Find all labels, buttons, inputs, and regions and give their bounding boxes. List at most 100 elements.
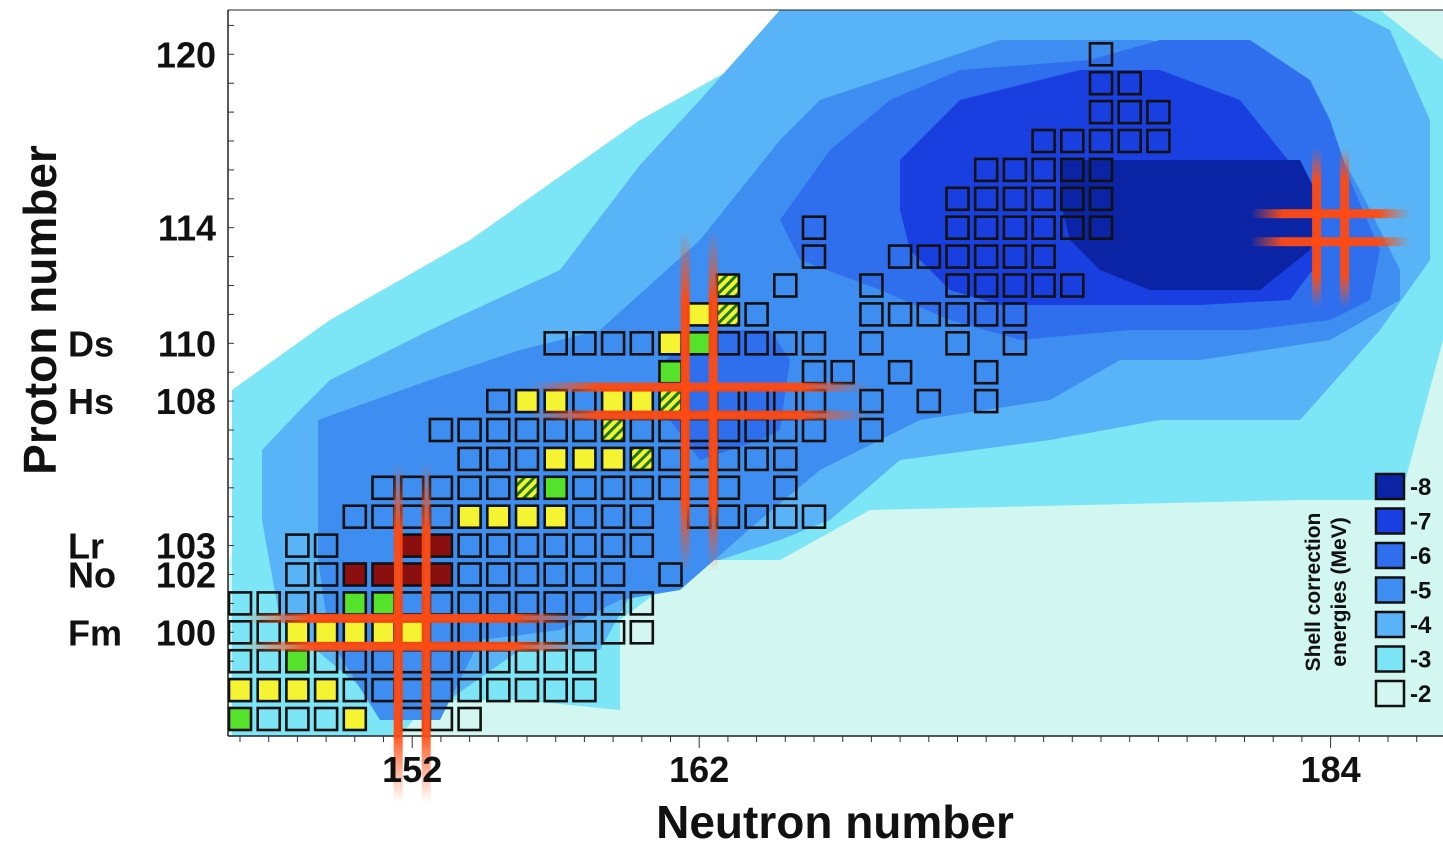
shell-gap-line-vertical [680, 231, 690, 572]
nucleus-square-plain [600, 619, 626, 645]
nucleus-square-plain [1060, 186, 1085, 212]
shell-gap-line-vertical [393, 462, 403, 803]
nucleus-square-plain [572, 562, 597, 587]
shell-gap-line-vertical [421, 462, 431, 803]
nucleus-square-plain [313, 562, 339, 587]
nucleus-square-yellow [256, 677, 282, 703]
shell-gap-markers [242, 147, 1411, 803]
nucleus-square-plain [1031, 273, 1056, 298]
nucleus-square-plain [945, 244, 970, 269]
nucleus-square-yellow [457, 504, 482, 530]
nucleus-square-plain [457, 677, 482, 703]
nucleus-square-plain [514, 533, 540, 558]
nucleus-square-yellow [514, 388, 540, 414]
nucleus-square-yellow [342, 619, 368, 645]
nucleus-square-plain [485, 677, 511, 703]
nucleus-square-plain [1088, 186, 1114, 212]
nucleus-square-plain [1088, 157, 1114, 183]
nucleus-square-hatched [658, 388, 683, 414]
nucleus-square-plain [772, 330, 798, 356]
nucleus-square-plain [916, 388, 942, 414]
nucleus-square-plain [859, 302, 884, 327]
nucleus-square-plain [1002, 157, 1028, 183]
nucleus-square-plain [514, 677, 540, 703]
nucleus-square-plain [1117, 70, 1142, 96]
nucleus-square-plain [1031, 186, 1056, 212]
nucleus-square-plain [973, 273, 999, 298]
nucleus-square-plain [342, 504, 368, 530]
y-tick-label: 103 [156, 526, 216, 567]
nucleus-square-plain [1031, 215, 1056, 240]
legend-swatch [1374, 541, 1406, 570]
shell-gap-cross [1250, 147, 1411, 308]
nucleus-square-plain [744, 330, 769, 356]
nucleus-square-plain [1117, 128, 1142, 154]
nucleus-square-plain [572, 533, 597, 558]
nucleus-square-plain [313, 533, 339, 558]
nucleus-square-plain [1002, 302, 1028, 327]
nucleus-square-darkred [371, 562, 396, 587]
x-tick-label: 152 [382, 749, 442, 790]
nucleus-square-plain [973, 215, 999, 240]
nucleus-square-plain [1002, 273, 1028, 298]
nucleus-square-plain [973, 244, 999, 269]
nucleus-square-plain [629, 504, 655, 530]
nucleus-square-plain [772, 504, 798, 530]
nucleus-square-plain [772, 475, 798, 501]
nucleus-square-plain [572, 591, 597, 616]
legend-label: -4 [1410, 612, 1432, 639]
nucleus-square-plain [887, 244, 913, 269]
nucleus-square-green [658, 359, 683, 385]
nucleus-square-plain [916, 244, 942, 269]
shell-gap-line-horizontal [1250, 237, 1411, 247]
nucleus-square-plain [1060, 273, 1085, 298]
nucleus-square-darkred [428, 562, 454, 587]
y-tick-label: 108 [156, 381, 216, 422]
nucleus-square-plain [629, 475, 655, 501]
nucleus-square-plain [256, 706, 282, 732]
nucleus-square-plain [457, 533, 482, 558]
nucleus-square-plain [1031, 244, 1056, 269]
nucleus-square-plain [313, 706, 339, 732]
nucleus-square-plain [1031, 128, 1056, 154]
y-axis-title: Proton number [14, 145, 66, 475]
nucleus-square-yellow [600, 388, 626, 414]
nucleus-square-yellow [629, 388, 655, 414]
nucleus-square-plain [1002, 215, 1028, 240]
contour-level--8 [1060, 160, 1320, 290]
nucleus-square-plain [1088, 99, 1114, 125]
nucleus-square-plain [629, 619, 655, 645]
legend-label: -6 [1410, 543, 1431, 570]
nucleus-square-plain [572, 677, 597, 703]
nucleus-square-yellow [600, 446, 626, 472]
legend-swatch [1374, 679, 1406, 708]
nucleus-square-yellow [399, 619, 425, 645]
nucleus-square-plain [514, 562, 540, 587]
nucleus-square-yellow [228, 677, 253, 703]
nucleus-square-plain [1146, 99, 1171, 125]
nucleus-square-plain [572, 619, 597, 645]
nucleus-square-plain [572, 648, 597, 674]
nucleus-square-plain [945, 330, 970, 356]
nucleus-square-plain [916, 302, 942, 327]
nucleus-square-plain [457, 706, 482, 732]
nucleus-square-plain [629, 533, 655, 558]
nucleus-square-plain [973, 157, 999, 183]
nucleus-square-plain [600, 591, 626, 616]
nucleus-square-plain [887, 302, 913, 327]
nucleus-square-plain [485, 388, 511, 414]
nucleus-square-plain [600, 330, 626, 356]
nucleus-square-green [371, 591, 396, 616]
nucleus-square-plain [285, 533, 310, 558]
nucleus-square-plain [485, 562, 511, 587]
nucleus-square-plain [1088, 215, 1114, 240]
x-minor-ticks [239, 736, 1418, 748]
nucleus-square-darkred [399, 533, 425, 558]
contour-level--6 [660, 330, 790, 460]
nucleus-square-plain [543, 562, 569, 587]
legend-title-line-1: Shell correction [1302, 513, 1325, 672]
nucleus-square-hatched [514, 475, 540, 501]
shell-gap-line-horizontal [529, 410, 870, 420]
x-tick-labels: 152 162 184 [382, 749, 1360, 790]
nucleus-square-plain [973, 186, 999, 212]
